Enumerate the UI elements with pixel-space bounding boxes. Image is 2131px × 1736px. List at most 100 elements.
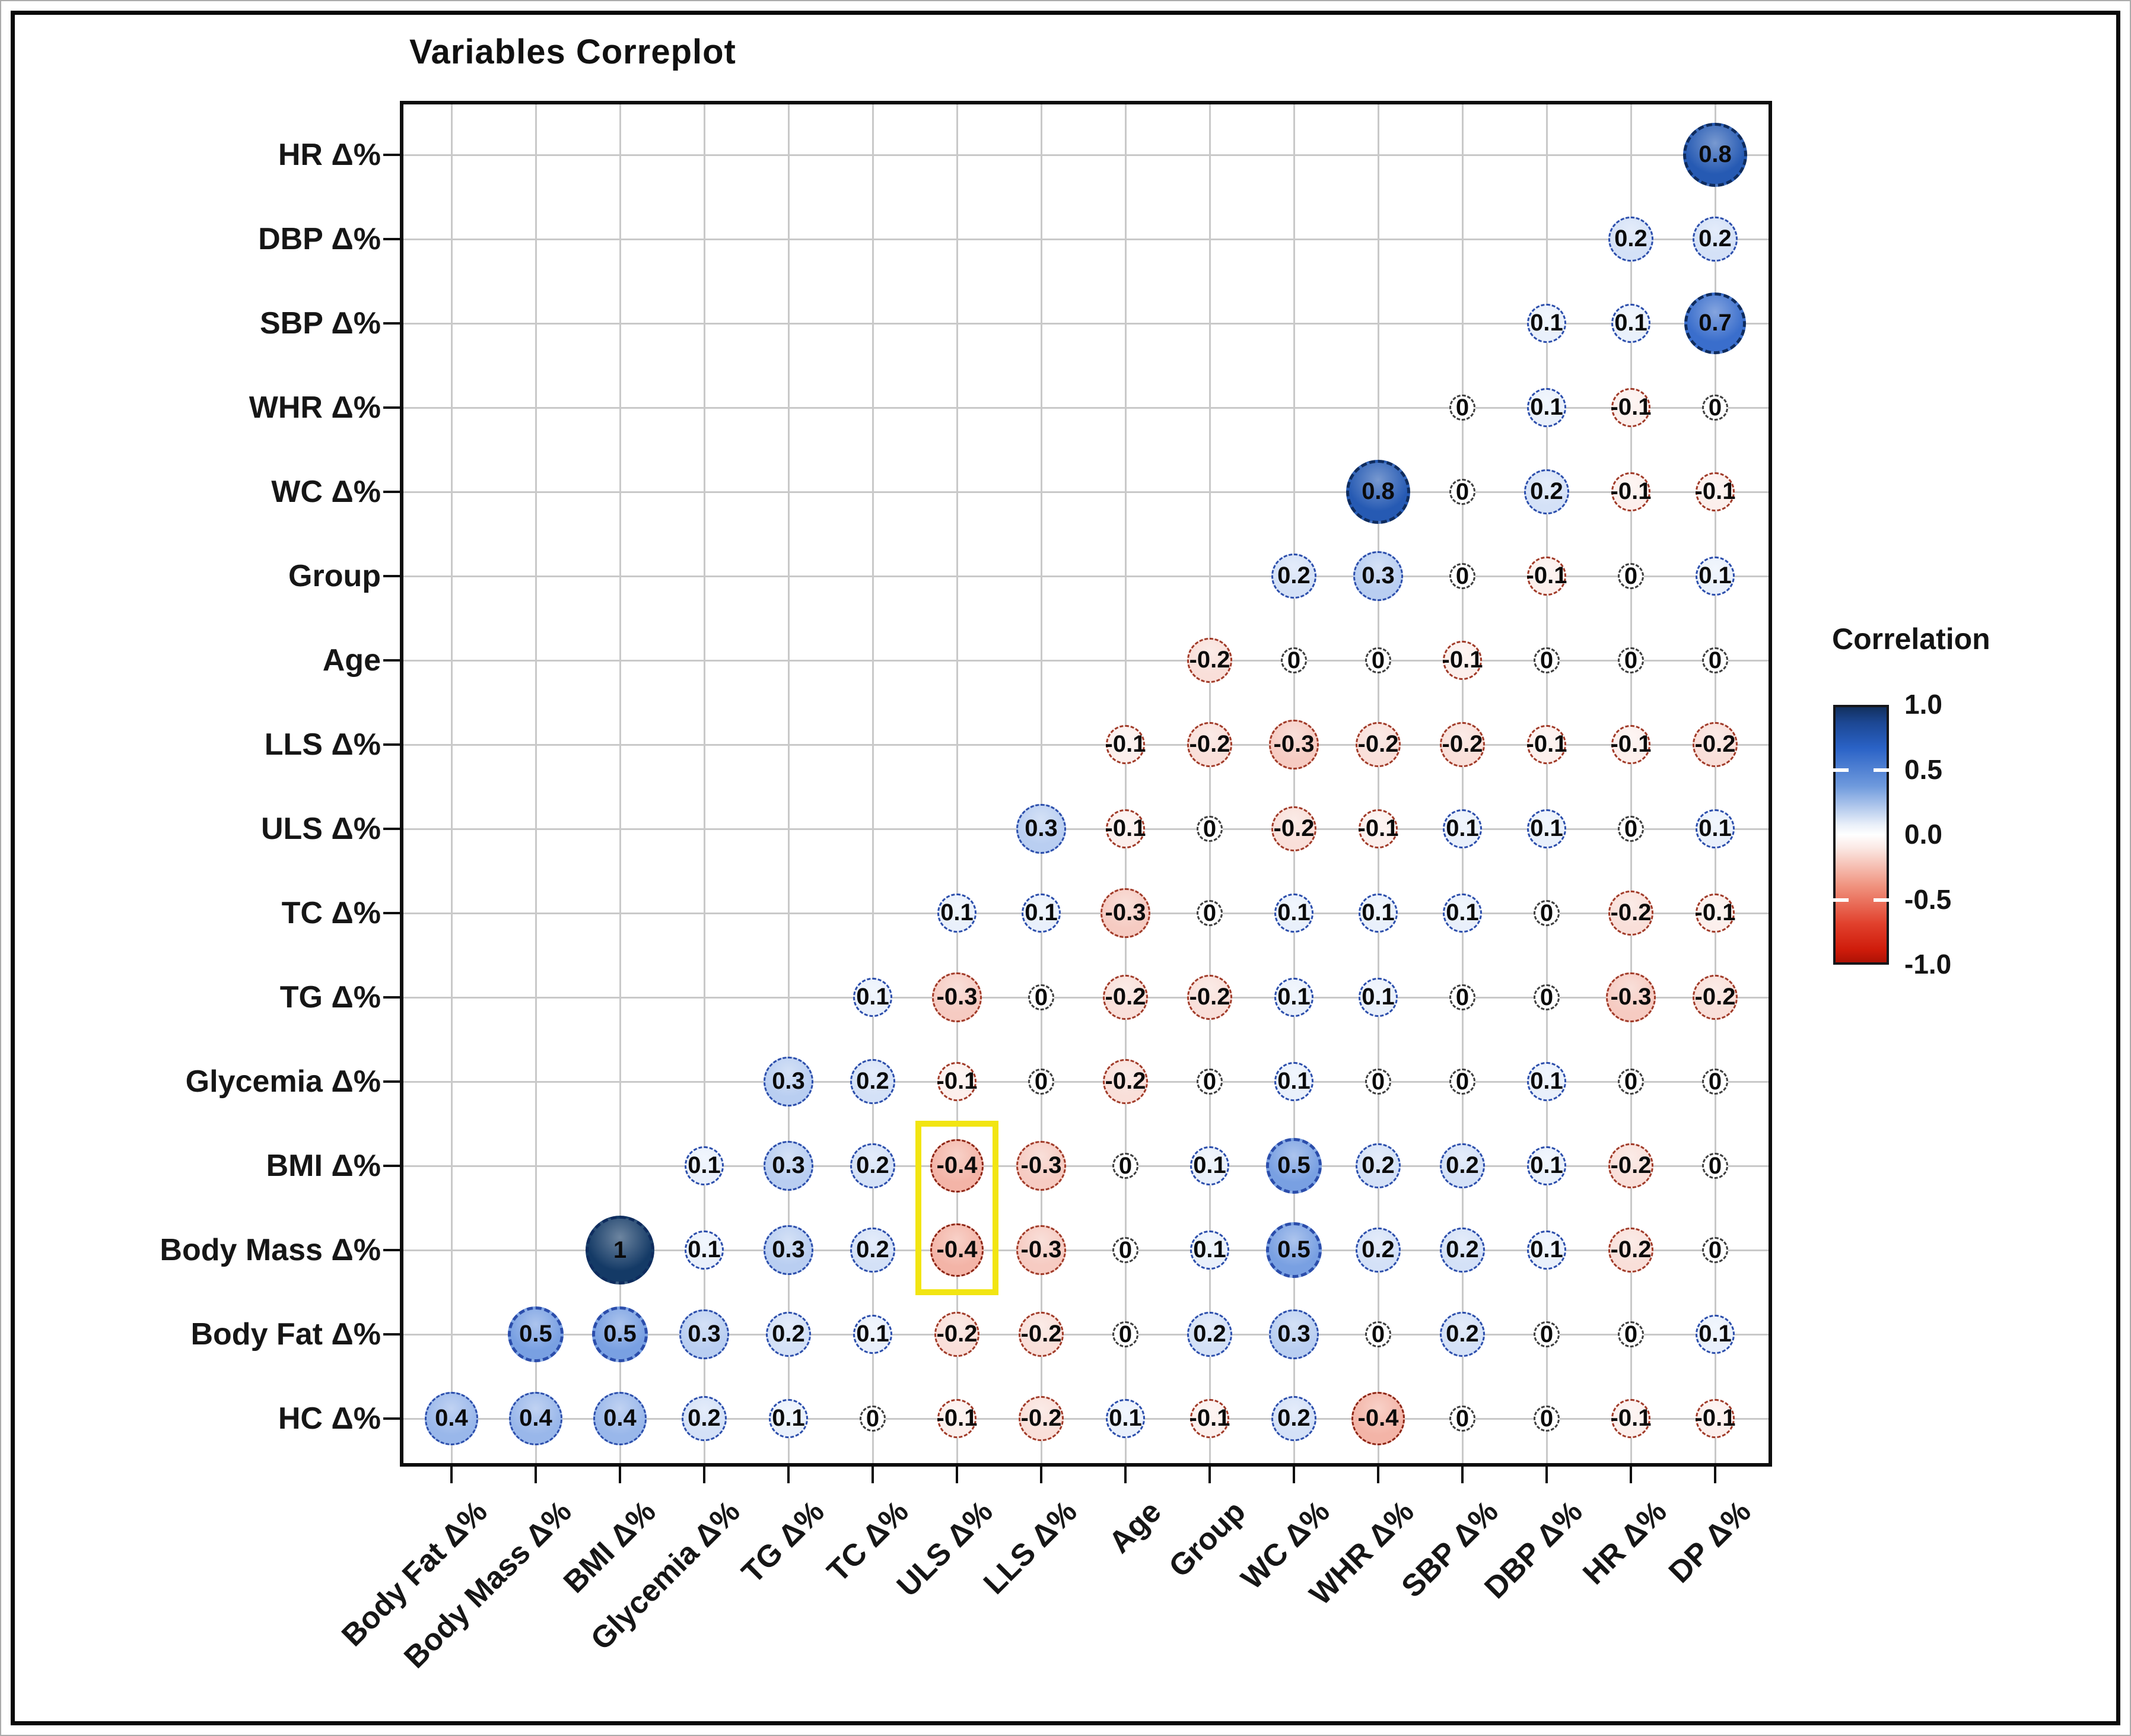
legend-notch	[1833, 898, 1849, 902]
y-axis-label: Age	[322, 643, 381, 678]
corr-cell: 0.1	[1021, 893, 1061, 933]
corr-cell: 0.1	[1442, 893, 1483, 933]
corr-cell: 0	[1618, 647, 1644, 673]
x-axis-tick	[1124, 1467, 1127, 1483]
gridline-vertical	[1378, 104, 1379, 1463]
gridline-vertical	[872, 104, 874, 1463]
gridline-vertical	[451, 104, 453, 1463]
corr-cell: 0	[1365, 1069, 1391, 1095]
corr-cell: 0	[1449, 984, 1475, 1010]
y-axis-tick	[383, 659, 400, 662]
gridline-vertical	[1125, 104, 1127, 1463]
corr-cell: 0.2	[765, 1311, 812, 1357]
y-axis-tick	[383, 1333, 400, 1336]
corr-cell: 0.3	[764, 1141, 813, 1191]
gridline-horizontal	[403, 1165, 1769, 1167]
y-axis-label: Body Fat Δ%	[190, 1317, 381, 1352]
gridline-horizontal	[403, 1081, 1769, 1083]
corr-cell: 0.8	[1682, 122, 1748, 187]
corr-cell: 0.2	[1439, 1311, 1486, 1357]
corr-cell: 0.1	[1358, 977, 1398, 1018]
y-axis-label: Group	[288, 559, 381, 593]
corr-cell: 0	[1449, 1069, 1475, 1095]
corr-cell: -0.1	[1695, 472, 1735, 512]
corr-cell: 0	[1449, 395, 1475, 421]
x-axis-tick	[872, 1467, 874, 1483]
corr-cell: 0.1	[1526, 809, 1567, 849]
corr-cell: -0.4	[930, 1223, 984, 1277]
corr-cell: 0.2	[850, 1058, 896, 1105]
corr-cell: -0.1	[1526, 724, 1567, 765]
corr-cell: 0.1	[1274, 977, 1314, 1018]
x-axis-tick	[1714, 1467, 1716, 1483]
corr-cell: -0.3	[1101, 888, 1150, 938]
legend-title: Correlation	[1832, 622, 1990, 656]
corr-cell: 0.5	[507, 1306, 564, 1363]
corr-cell: 0	[1197, 900, 1223, 926]
corr-cell: -0.1	[1442, 640, 1483, 681]
y-axis-label: HC Δ%	[278, 1401, 381, 1436]
y-axis-label: DBP Δ%	[258, 222, 381, 256]
corr-cell: 0.8	[1346, 459, 1411, 524]
y-axis-tick	[383, 491, 400, 493]
x-axis-tick	[1630, 1467, 1632, 1483]
corr-cell: -0.1	[937, 1061, 977, 1102]
corr-cell: 0.2	[1439, 1227, 1486, 1273]
corr-cell: 0.3	[764, 1057, 813, 1107]
corr-cell: 0	[1365, 647, 1391, 673]
y-axis-tick	[383, 238, 400, 240]
gridline-vertical	[619, 104, 621, 1463]
corr-cell: 0	[1618, 816, 1644, 842]
gridline-horizontal	[403, 912, 1769, 914]
corr-cell: 0.1	[1105, 1398, 1146, 1439]
legend-tick-label: -0.5	[1904, 883, 1952, 915]
corr-cell: 0.2	[1439, 1143, 1486, 1189]
y-axis-tick	[383, 828, 400, 830]
corr-cell: 0.1	[1526, 303, 1567, 344]
x-axis-tick	[787, 1467, 790, 1483]
corr-cell: 0.2	[1608, 216, 1654, 262]
corr-cell: 0.2	[1355, 1227, 1401, 1273]
corr-cell: 0.1	[1274, 893, 1314, 933]
corr-cell: -0.1	[1695, 1398, 1735, 1439]
corr-cell: -0.4	[930, 1139, 984, 1193]
corr-cell: 0	[1702, 1153, 1728, 1179]
corr-cell: -0.4	[1351, 1392, 1405, 1445]
corr-cell: -0.2	[1018, 1311, 1064, 1357]
gridline-vertical	[1462, 104, 1464, 1463]
corr-cell: 0.1	[768, 1398, 809, 1439]
y-axis-tick	[383, 1080, 400, 1083]
corr-cell: 0.4	[593, 1392, 647, 1445]
gridline-horizontal	[403, 1334, 1769, 1336]
corr-cell: 0	[1534, 984, 1560, 1010]
corr-cell: 0.3	[1016, 804, 1066, 854]
y-axis-label: WC Δ%	[271, 475, 381, 509]
y-axis-tick	[383, 743, 400, 746]
x-axis-tick	[703, 1467, 705, 1483]
y-axis-tick	[383, 996, 400, 999]
corr-cell: -0.1	[1611, 1398, 1651, 1439]
corr-cell: 0.1	[937, 893, 977, 933]
corr-cell: 0.1	[1189, 1146, 1230, 1186]
corr-cell: 0.1	[853, 1314, 893, 1355]
gridline-horizontal	[403, 323, 1769, 325]
corr-cell: 0	[1702, 1069, 1728, 1095]
y-axis-label: HR Δ%	[278, 138, 381, 172]
corr-cell: -0.2	[1439, 721, 1486, 768]
corr-cell: 0	[1618, 1321, 1644, 1347]
gridline-horizontal	[403, 491, 1769, 493]
corr-cell: -0.1	[1611, 472, 1651, 512]
y-axis-label: TG Δ%	[279, 980, 381, 1015]
y-axis-tick	[383, 575, 400, 577]
corr-cell: -0.2	[1102, 1058, 1149, 1105]
y-axis-tick	[383, 1417, 400, 1420]
corr-cell: 0	[1618, 563, 1644, 589]
corr-cell: 0.1	[1695, 809, 1735, 849]
y-axis-label: Glycemia Δ%	[185, 1064, 381, 1099]
corr-cell: 0.4	[425, 1392, 478, 1445]
legend: Correlation 1.0 0.5 0.0 -0.5 -1.0	[1827, 622, 2124, 980]
corr-cell: 0	[1702, 395, 1728, 421]
y-axis-label: Body Mass Δ%	[160, 1233, 381, 1267]
gridline-vertical	[1546, 104, 1548, 1463]
corr-cell: 0.1	[1526, 1230, 1567, 1270]
